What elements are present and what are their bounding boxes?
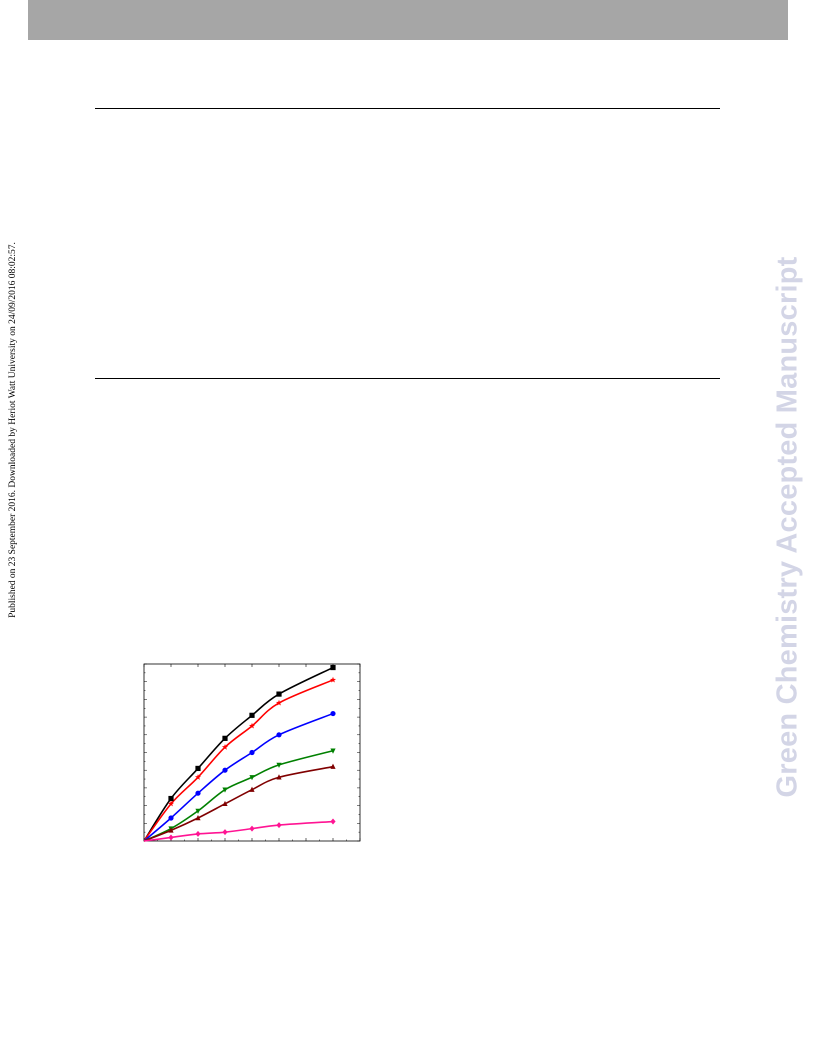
data-point bbox=[249, 712, 255, 718]
chart-markers bbox=[167, 664, 337, 841]
data-point bbox=[222, 829, 228, 836]
data-point bbox=[330, 763, 336, 769]
publication-note: Published on 23 September 2016. Download… bbox=[8, 242, 18, 618]
data-point bbox=[330, 818, 336, 825]
data-point bbox=[249, 749, 255, 756]
data-point bbox=[329, 676, 337, 683]
series-line-3 bbox=[143, 712, 334, 842]
data-point bbox=[195, 790, 201, 796]
data-point bbox=[276, 774, 282, 780]
chart-lines bbox=[143, 666, 334, 842]
table-top-rule bbox=[95, 108, 720, 109]
data-point bbox=[276, 732, 282, 738]
data-point bbox=[168, 795, 174, 802]
data-point bbox=[249, 825, 255, 832]
data-point bbox=[275, 699, 283, 706]
data-point bbox=[330, 664, 336, 671]
data-point bbox=[222, 800, 228, 807]
manuscript-watermark: Green Chemistry Accepted Manuscript bbox=[771, 256, 804, 798]
data-point bbox=[195, 830, 201, 837]
data-point bbox=[221, 743, 229, 750]
data-point bbox=[248, 722, 256, 729]
data-point bbox=[330, 710, 336, 717]
data-point bbox=[167, 800, 175, 807]
data-point bbox=[222, 767, 228, 773]
header-bar bbox=[28, 0, 788, 40]
data-point bbox=[168, 815, 174, 821]
series-line-1 bbox=[143, 666, 334, 842]
data-point bbox=[168, 834, 174, 841]
conversion-chart bbox=[143, 663, 361, 842]
data-point bbox=[195, 808, 201, 814]
data-point bbox=[276, 822, 282, 829]
data-point bbox=[195, 814, 201, 821]
table-bottom-rule bbox=[95, 378, 720, 379]
data-point bbox=[276, 762, 282, 768]
data-point bbox=[276, 691, 282, 697]
data-point bbox=[194, 774, 202, 780]
data-point bbox=[222, 735, 228, 741]
data-point bbox=[330, 748, 336, 754]
data-point bbox=[249, 786, 255, 792]
data-point bbox=[195, 765, 201, 772]
data-point bbox=[222, 787, 228, 793]
data-point bbox=[168, 827, 174, 833]
data-point bbox=[249, 775, 255, 781]
